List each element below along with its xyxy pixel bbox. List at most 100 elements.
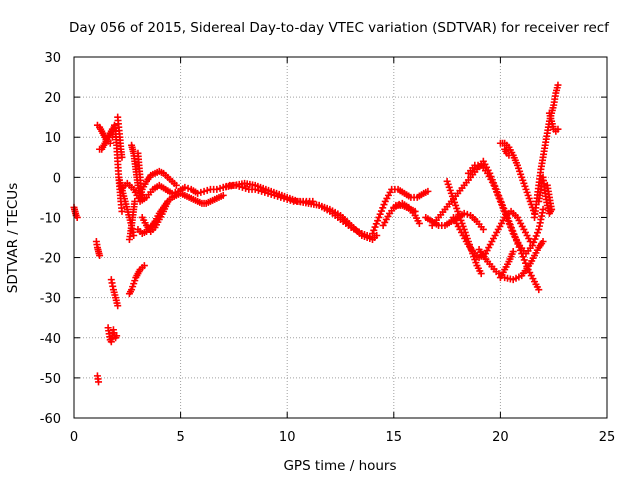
y-tick-label: -40 (40, 332, 61, 347)
data-point (509, 248, 517, 256)
data-point (491, 185, 499, 193)
data-point (535, 286, 543, 294)
data-point (370, 226, 378, 234)
data-point (203, 186, 211, 194)
series-arc-02 (92, 238, 104, 260)
data-point (424, 187, 432, 195)
data-point (377, 207, 385, 215)
y-tick-label: -60 (40, 412, 61, 427)
data-point (520, 256, 528, 264)
data-point (118, 153, 126, 161)
data-point (368, 229, 376, 237)
data-point (508, 226, 516, 234)
data-point (380, 201, 388, 209)
data-point (528, 242, 536, 250)
y-tick-label: 10 (44, 131, 61, 146)
data-point (498, 201, 506, 209)
series-arc-29 (475, 238, 547, 284)
x-tick-label: 20 (492, 430, 509, 445)
data-point (554, 81, 562, 89)
series-arc-28 (464, 161, 547, 258)
data-point (373, 231, 381, 239)
series-arc-36 (501, 145, 513, 159)
data-point (200, 187, 208, 195)
series-arc-17 (138, 167, 180, 193)
data-point (539, 205, 547, 213)
data-point (503, 213, 511, 221)
series-arc-01 (70, 203, 81, 221)
data-point (118, 207, 126, 215)
data-point (379, 204, 387, 212)
data-point (548, 205, 556, 213)
data-point (197, 188, 205, 196)
data-point (496, 197, 504, 205)
data-point (95, 378, 103, 386)
data-point (415, 219, 423, 227)
data-point (507, 223, 515, 231)
data-point (164, 197, 172, 205)
data-point (96, 252, 104, 260)
plot-frame (73, 56, 608, 419)
data-points (70, 81, 562, 386)
data-point (113, 332, 121, 340)
data-point (500, 207, 508, 215)
y-tick-label: 30 (44, 51, 61, 66)
y-tick-label: -10 (40, 211, 61, 226)
x-tick-label: 15 (386, 430, 403, 445)
series-arc-31 (496, 248, 517, 282)
data-point (140, 262, 148, 270)
y-tick-label: 20 (44, 91, 61, 106)
y-tick-label: -50 (40, 372, 61, 387)
data-point (479, 225, 487, 233)
series-arc-12 (125, 262, 148, 298)
data-point (532, 232, 540, 240)
data-point (495, 194, 503, 202)
data-point (213, 185, 221, 193)
series-arc-35 (543, 181, 556, 213)
data-point (172, 181, 180, 189)
data-point (499, 204, 507, 212)
data-point (194, 189, 202, 197)
data-point (242, 184, 250, 192)
data-point (554, 125, 562, 133)
data-point (505, 220, 513, 228)
data-point (526, 238, 534, 246)
data-point (219, 191, 227, 199)
data-point (531, 235, 539, 243)
data-point (114, 302, 122, 310)
data-point (181, 183, 189, 191)
data-point (539, 238, 547, 246)
data-point (376, 210, 384, 218)
data-point (375, 213, 383, 221)
series-arc-18 (138, 197, 172, 235)
series-arc-21 (368, 185, 432, 237)
series-arc-09 (114, 113, 126, 161)
y-tick-label: 0 (53, 171, 61, 186)
data-point (411, 207, 419, 215)
series-arc-23 (390, 201, 419, 215)
x-tick-label: 25 (599, 430, 616, 445)
series-arc-06 (104, 324, 121, 346)
data-point (505, 151, 513, 159)
y-tick-label: -30 (40, 292, 61, 307)
x-tick-label: 10 (279, 430, 296, 445)
data-point (530, 238, 538, 246)
data-point (460, 209, 468, 217)
series-arc-07 (107, 276, 122, 310)
data-point (494, 191, 502, 199)
x-axis-label: GPS time / hours (283, 458, 396, 474)
data-point (493, 188, 501, 196)
series-arc-03 (93, 372, 103, 386)
data-point (372, 220, 380, 228)
data-point (216, 184, 224, 192)
data-point (533, 229, 541, 237)
series-arc-34 (545, 109, 562, 135)
series-arc-14 (134, 149, 146, 201)
data-point (502, 210, 510, 218)
data-point (374, 217, 382, 225)
series-arc-08 (108, 121, 126, 215)
data-point (184, 184, 192, 192)
data-point (463, 210, 471, 218)
data-point (504, 217, 512, 225)
